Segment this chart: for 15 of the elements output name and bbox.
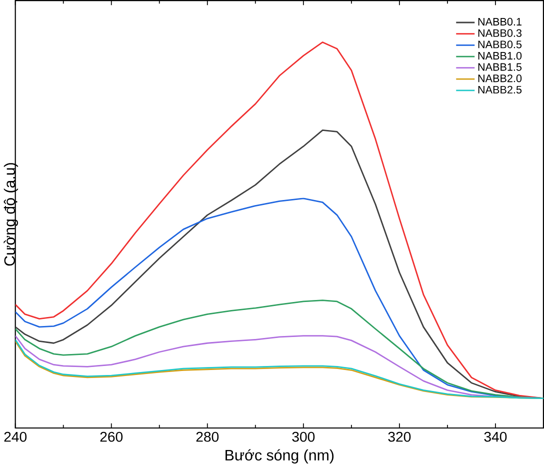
legend-label: NABB2.5 xyxy=(478,86,522,94)
legend-label: NABB2.0 xyxy=(478,74,522,82)
y-axis-title: Cường độ (a.u) xyxy=(4,163,18,266)
legend-label: NABB0.3 xyxy=(478,29,522,37)
x-tick-label: 280 xyxy=(196,432,219,442)
legend-label: NABB1.0 xyxy=(478,52,522,60)
legend-label: NABB1.5 xyxy=(478,63,522,71)
x-tick-label: 320 xyxy=(388,432,411,442)
x-tick-label: 240 xyxy=(4,432,27,442)
x-tick-label: 260 xyxy=(100,432,123,442)
legend-label: NABB0.5 xyxy=(478,40,522,48)
x-axis-title: Bước sóng (nm) xyxy=(226,449,334,464)
x-tick-label: 340 xyxy=(484,432,507,442)
x-tick-label: 300 xyxy=(292,432,315,442)
legend-label: NABB0.1 xyxy=(478,18,522,26)
